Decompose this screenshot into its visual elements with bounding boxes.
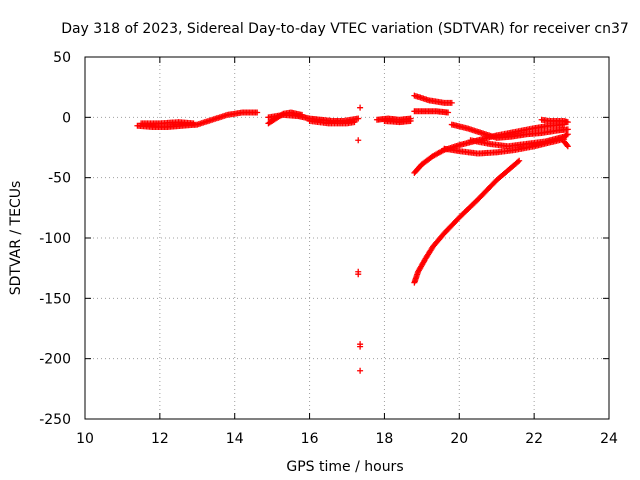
y-tick-label: -100 [39,231,71,247]
data-point [448,99,455,106]
data-point [254,109,261,116]
series-arc-l [538,116,571,126]
y-tick-label: -200 [39,352,71,368]
y-tick-label: -250 [39,412,71,428]
data-point [357,104,364,111]
y-tick-label: 50 [53,50,71,66]
data-point [516,157,523,164]
data-point [351,119,358,126]
x-tick-label: 22 [525,431,543,447]
y-tick-label: -50 [48,171,71,187]
x-tick-label: 20 [450,431,468,447]
series-arc-g [411,121,568,176]
series-arc-c2 [306,117,358,127]
x-tick-label: 10 [76,431,94,447]
data-point [514,158,521,165]
data-point [357,367,364,374]
x-axis-label: GPS time / hours [286,459,403,475]
x-tick-label: 24 [600,431,618,447]
y-axis-label: SDTVAR / TECUs [8,181,24,296]
series-arc-k [467,131,571,150]
data-point [190,120,197,127]
series-arc-d2 [381,117,414,126]
data-point [357,343,364,350]
plot-frame [84,56,610,420]
data-point [563,142,570,149]
x-tick-label: 16 [301,431,319,447]
series-arc-f [411,92,455,106]
data-point [564,143,571,150]
series-arc-i [448,121,571,141]
series-arc-h [411,157,523,286]
data-point [355,137,362,144]
chart-title: Day 318 of 2023, Sidereal Day-to-day VTE… [61,21,629,37]
data-point [355,271,362,278]
tick-layer: 10 12 14 16 18 20 22 24 -250 -200 -150 -100 -50 0 50 [39,50,618,447]
data-point [564,119,571,126]
data-layer [134,92,571,374]
data-point [445,109,452,116]
y-tick-label: 0 [62,110,71,126]
series-arc-a [138,119,197,127]
series-arc-l2 [561,138,571,150]
series-arc-e [411,108,452,116]
data-point [563,132,570,139]
data-point [564,131,571,138]
x-tick-label: 12 [151,431,169,447]
data-point [407,117,414,124]
grid-layer [85,57,609,419]
x-tick-label: 18 [376,431,394,447]
y-tick-label: -150 [39,291,71,307]
series-outliers-17.3 [355,104,364,374]
x-tick-label: 14 [226,431,244,447]
series-arc-main [134,109,261,130]
data-point [355,115,362,122]
